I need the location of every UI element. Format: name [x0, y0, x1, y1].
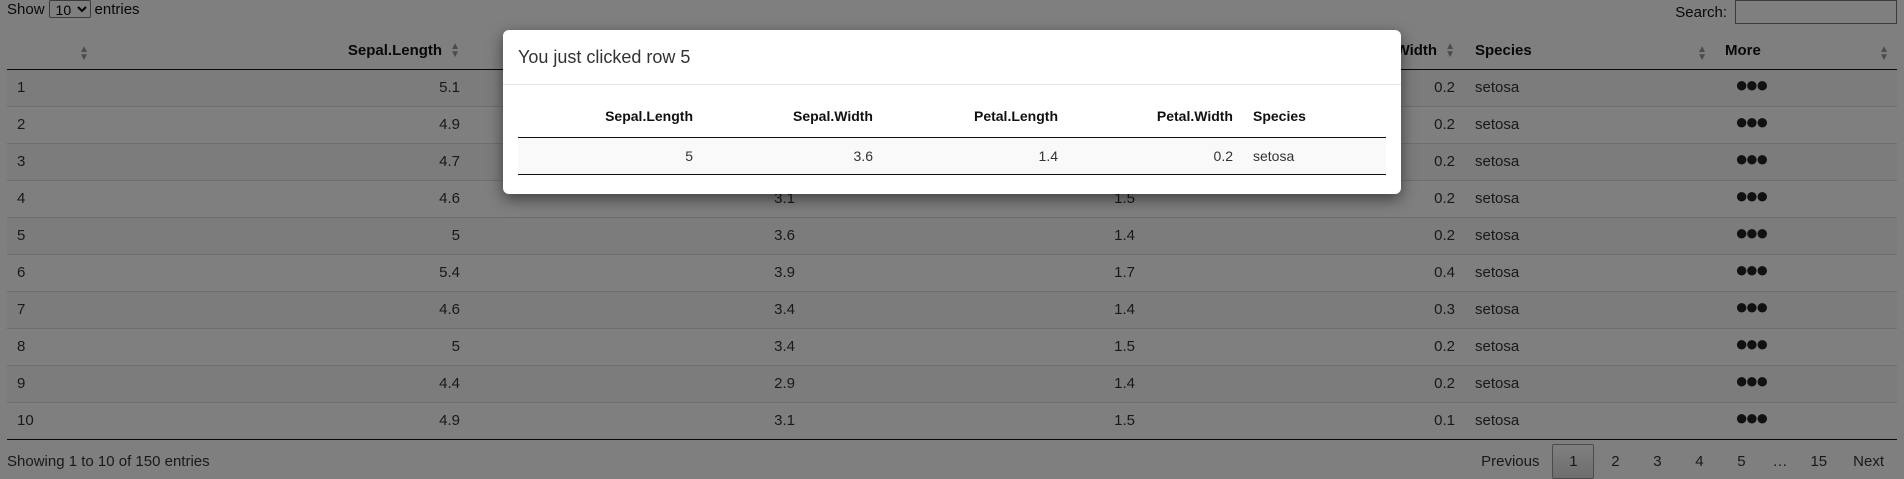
modal-column-header-petal-width: Petal.Width [1068, 95, 1243, 138]
modal-cell-petal-length: 1.4 [883, 137, 1068, 175]
modal-table: Sepal.Length Sepal.Width Petal.Length Petal… [518, 95, 1386, 175]
modal-body: Sepal.Length Sepal.Width Petal.Length Petal… [503, 85, 1401, 175]
modal-header: You just clicked row 5 [503, 30, 1401, 85]
modal-title: You just clicked row 5 [518, 46, 691, 67]
modal-column-header-sepal-width: Sepal.Width [703, 95, 883, 138]
modal-cell-sepal-width: 3.6 [703, 137, 883, 175]
modal-cell-petal-width: 0.2 [1068, 137, 1243, 175]
modal-cell-species: setosa [1243, 137, 1386, 175]
modal-column-header-species: Species [1243, 95, 1386, 138]
modal-column-header-sepal-length: Sepal.Length [518, 95, 703, 138]
modal-table-header-row: Sepal.Length Sepal.Width Petal.Length Petal… [518, 95, 1386, 138]
row-detail-modal: You just clicked row 5 Sepal.Length Sepal… [503, 30, 1401, 194]
modal-cell-sepal-length: 5 [518, 137, 703, 175]
modal-table-row: 5 3.6 1.4 0.2 setosa [518, 137, 1386, 175]
modal-column-header-petal-length: Petal.Length [883, 95, 1068, 138]
